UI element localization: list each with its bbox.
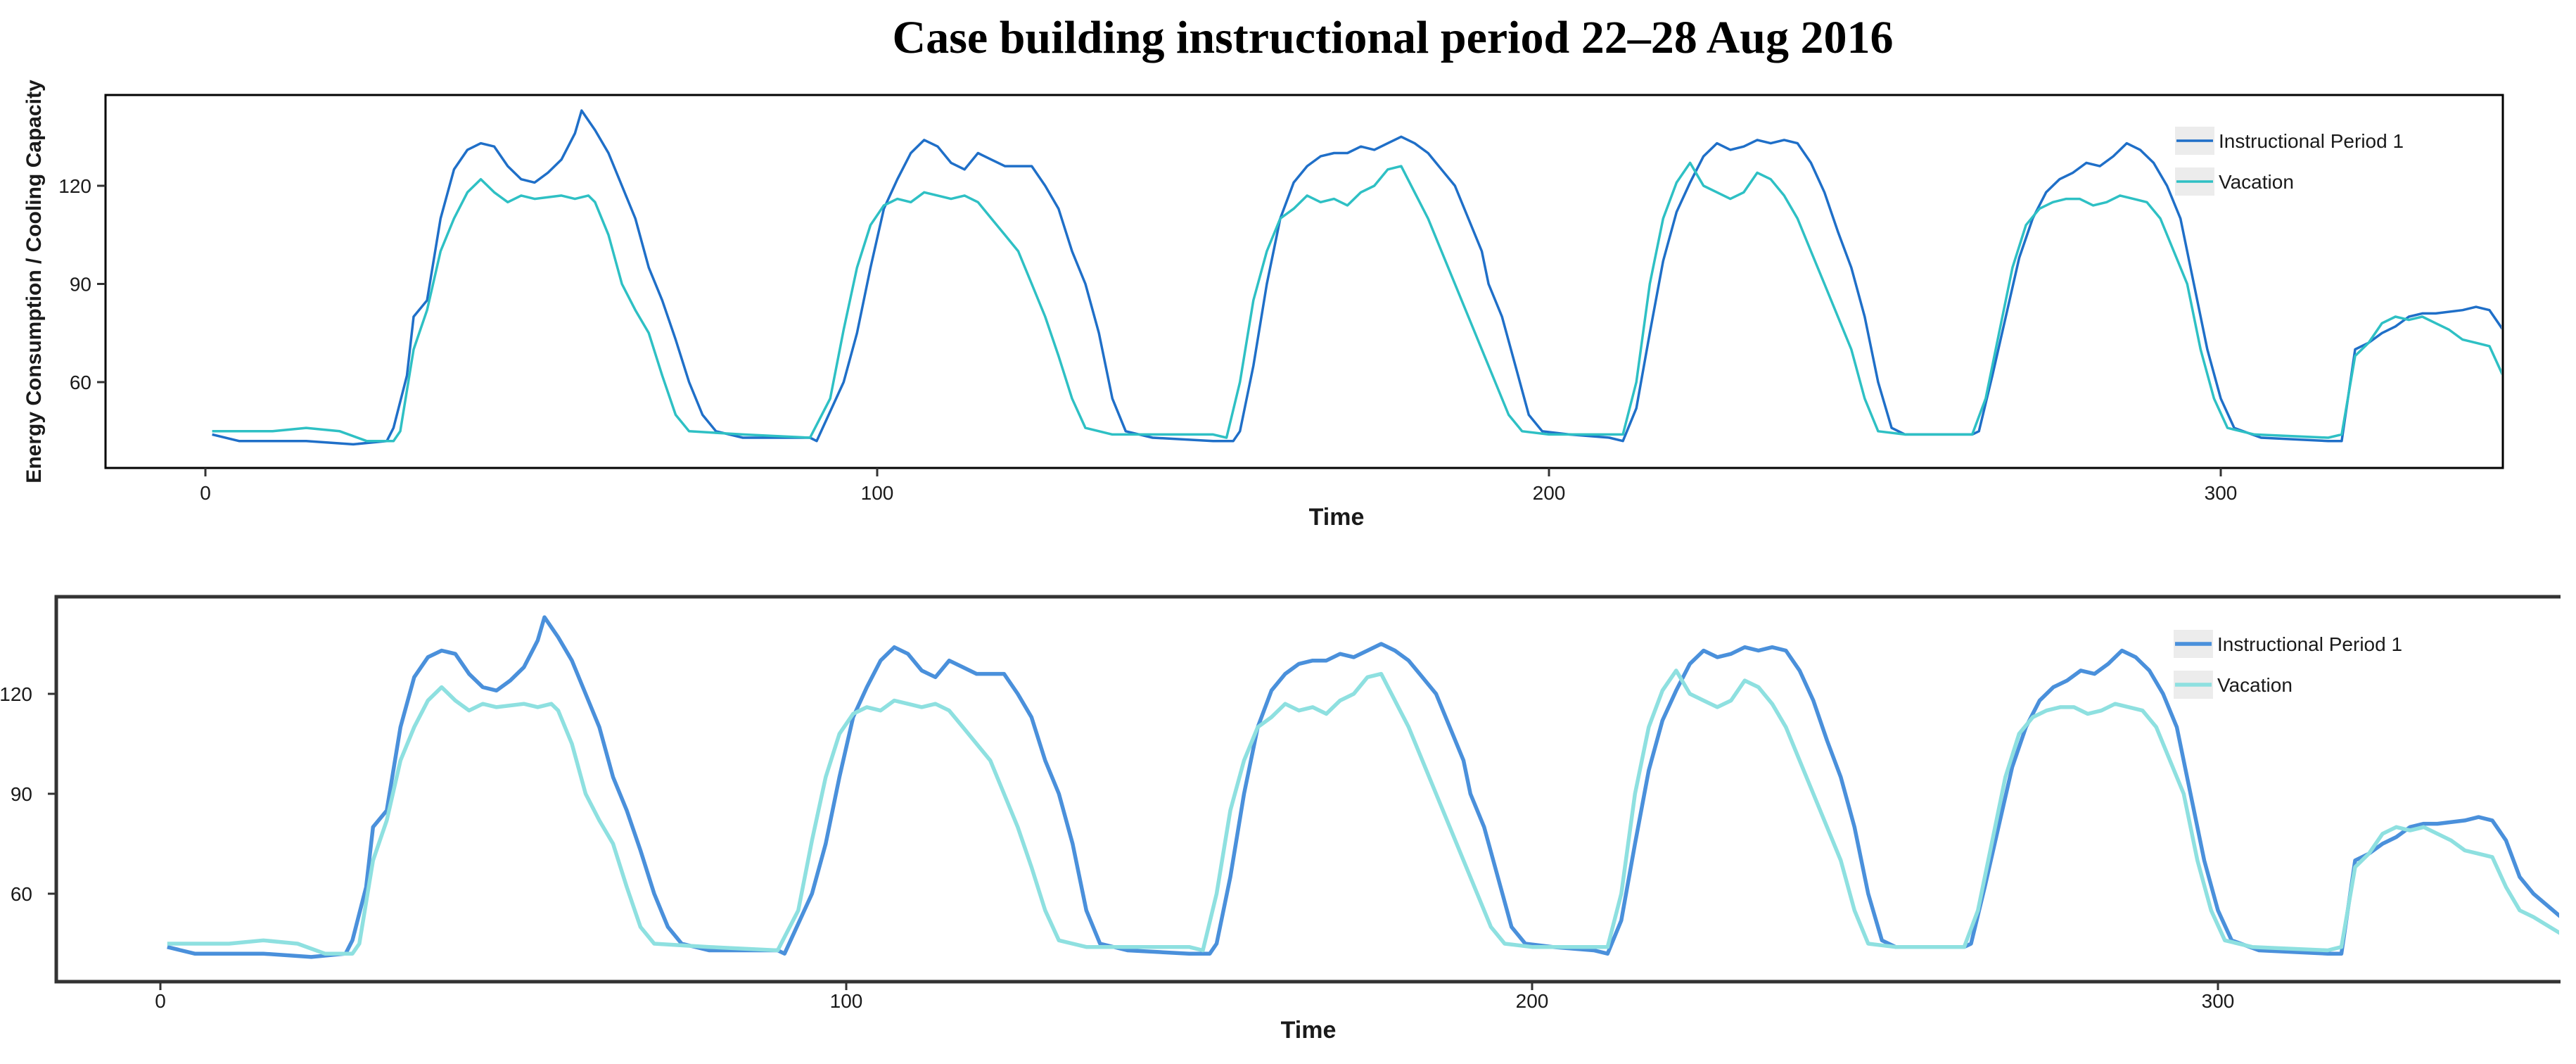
series-line-instructional-period-1 (212, 109, 2501, 446)
x-tick-label: 0 (200, 482, 211, 504)
x-tick-label: 300 (2202, 990, 2235, 1012)
plot-frame (104, 94, 2504, 469)
x-tick-label: 200 (1516, 990, 1549, 1012)
series-line-vacation (167, 669, 2559, 956)
legend-label: Vacation (2219, 171, 2294, 193)
y-tick-label: 60 (11, 883, 32, 905)
series-line-instructional-period-1 (167, 615, 2559, 959)
y-tick-label: 60 (70, 372, 91, 393)
legend-label: Instructional Period 1 (2219, 130, 2404, 152)
figure-title: Case building instructional period 22–28… (893, 12, 1894, 63)
legend-label: Instructional Period 1 (2217, 633, 2402, 655)
plot-area (167, 615, 2559, 959)
plot-frame (54, 595, 2561, 984)
x-tick-label: 200 (1533, 482, 1566, 504)
x-tick-label: 300 (2205, 482, 2238, 504)
y-tick-label: 120 (0, 683, 32, 705)
legend-label: Vacation (2217, 674, 2293, 696)
x-axis-label: Time (1281, 1017, 1337, 1044)
x-tick-label: 100 (861, 482, 894, 504)
series-line-vacation (212, 161, 2501, 443)
plot-area (212, 109, 2501, 446)
y-tick-label: 90 (11, 783, 32, 805)
y-tick-label: 120 (58, 175, 91, 197)
x-axis-label: Time (1309, 504, 1365, 531)
x-tick-label: 0 (155, 990, 166, 1012)
chart-top: 60 90 120 0 100 200 300 Time Energy Consumption … (23, 80, 2504, 531)
y-tick-label: 90 (70, 274, 91, 296)
legend: Instructional Period 1 Vacation (2174, 630, 2402, 699)
chart-bottom: 60 90 120 0 100 200 300 Time Instructional Perio… (0, 595, 2561, 1044)
y-axis-label: Energy Consumption / Cooling Capacity (23, 80, 46, 483)
x-tick-label: 100 (830, 990, 863, 1012)
legend: Instructional Period 1 Vacation (2175, 127, 2404, 196)
